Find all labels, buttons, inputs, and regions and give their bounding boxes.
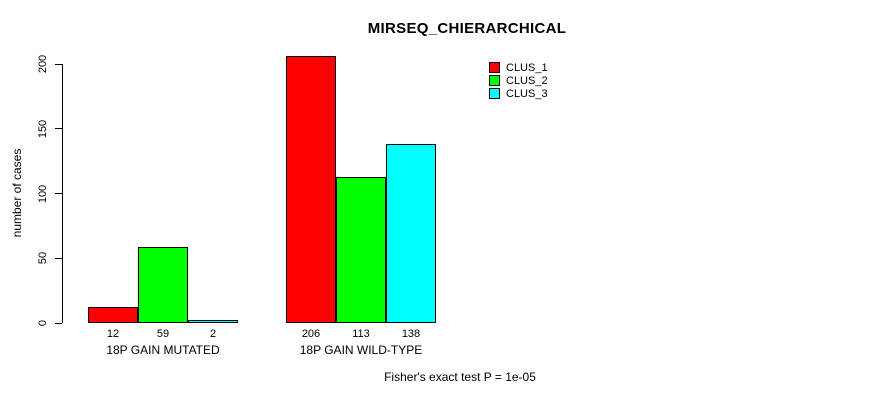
y-tick-label: 0 [37,319,49,327]
y-axis-line [62,64,63,323]
chart-title: MIRSEQ_CHIERARCHICAL [367,20,567,37]
y-tick [55,193,62,194]
y-tick [55,63,62,65]
bar-clus_3-1 [188,320,238,323]
bar-value-label: 12 [106,328,120,340]
bar-value-label: 113 [352,328,370,340]
bar-value-label: 206 [301,328,321,340]
bar-clus_3-2 [386,144,436,323]
bar-clus_2-2 [336,177,386,323]
y-tick-label: 50 [37,252,49,265]
y-axis-label: number of cases [10,148,24,238]
bar-value-label: 59 [156,328,170,340]
legend-label-clus-2: CLUS_2 [506,74,548,87]
bar-clus_2-1 [138,247,188,323]
legend-swatch-clus-2 [489,75,500,86]
footer-pvalue: Fisher's exact test P = 1e-05 [384,370,536,384]
legend-swatch-clus-1 [489,62,500,73]
y-tick [55,257,62,259]
y-tick [55,128,62,130]
legend-row-clus-1: CLUS_1 [489,61,548,74]
y-tick-label: 200 [37,54,49,74]
bar-clus_1-2 [286,56,336,323]
x-category-label-wild-type: 18P GAIN WILD-TYPE [299,343,423,357]
bar-value-label: 138 [401,328,421,340]
legend: CLUS_1 CLUS_2 CLUS_3 [489,61,548,100]
legend-label-clus-1: CLUS_1 [506,61,548,74]
y-tick [55,322,62,324]
legend-row-clus-3: CLUS_3 [489,87,548,100]
y-tick-label: 100 [37,184,49,203]
legend-row-clus-2: CLUS_2 [489,74,548,87]
bar-value-label: 2 [209,328,217,340]
legend-label-clus-3: CLUS_3 [506,87,548,100]
bar-clus_1-1 [88,307,138,323]
y-tick-label: 150 [37,119,49,138]
legend-swatch-clus-3 [489,88,500,99]
x-category-label-mutated: 18P GAIN MUTATED [106,343,220,357]
